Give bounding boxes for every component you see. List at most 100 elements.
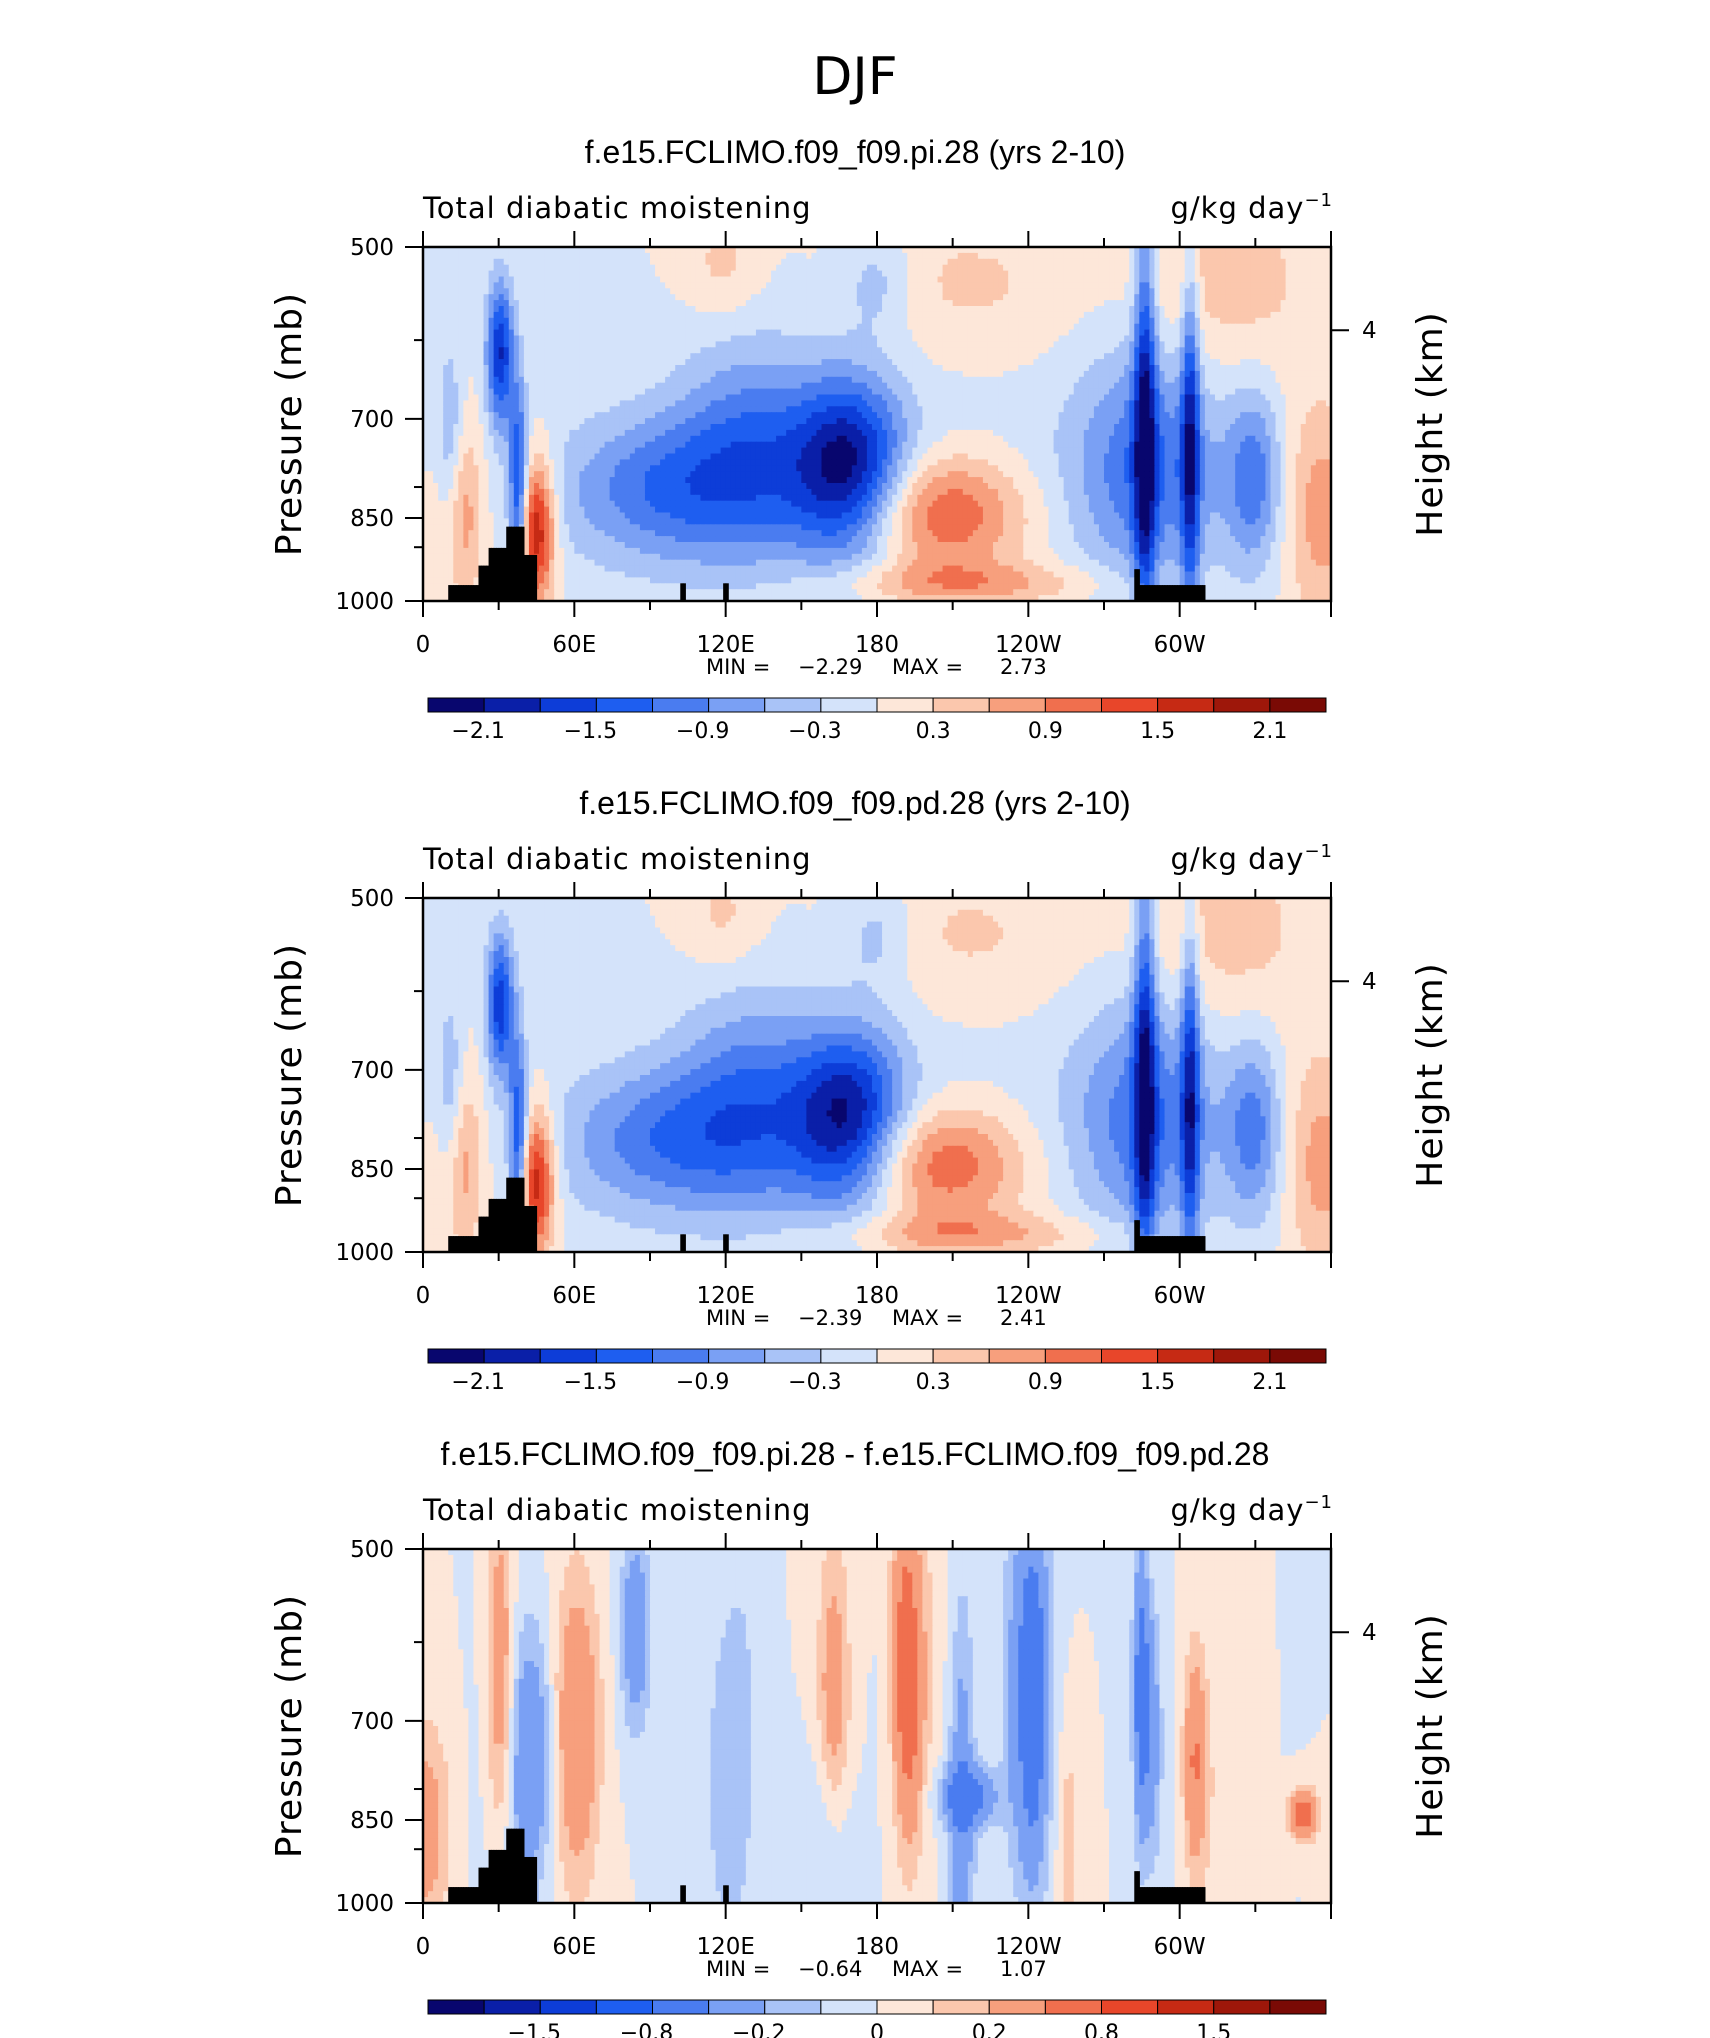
field-cell	[942, 329, 949, 337]
field-cell	[866, 335, 873, 342]
field-cell	[1048, 247, 1055, 254]
field-cell	[877, 323, 883, 331]
field-cell	[1033, 376, 1040, 384]
field-cell	[629, 406, 636, 413]
field-cell	[433, 264, 439, 272]
field-cell	[544, 341, 550, 348]
field-cell	[760, 365, 767, 372]
field-cell	[1038, 341, 1045, 348]
field-cell	[1053, 288, 1060, 295]
field-cell	[1164, 323, 1171, 331]
field-cell	[629, 288, 636, 295]
field-cell	[655, 276, 661, 283]
field-cell	[1134, 311, 1140, 319]
field-cell	[1270, 353, 1277, 360]
field-cell	[1124, 394, 1130, 401]
field-cell	[1260, 400, 1267, 407]
field-cell	[1114, 347, 1120, 354]
field-cell	[1189, 335, 1196, 342]
field-cell	[826, 376, 833, 384]
field-cell	[428, 394, 434, 401]
field-cell	[1104, 347, 1110, 354]
field-cell	[665, 376, 671, 384]
field-cell	[579, 317, 586, 325]
field-cell	[856, 359, 863, 366]
field-cell	[806, 335, 813, 342]
field-cell	[690, 400, 696, 407]
field-cell	[715, 270, 722, 278]
field-cell	[846, 335, 853, 342]
field-cell	[1073, 329, 1080, 337]
field-cell	[1013, 317, 1019, 325]
field-cell	[998, 300, 1004, 307]
field-cell	[473, 323, 480, 331]
field-cell	[1204, 264, 1211, 272]
field-cell	[826, 335, 833, 342]
field-cell	[1199, 329, 1206, 337]
field-cell	[730, 288, 737, 295]
field-cell	[513, 252, 520, 260]
field-cell	[821, 359, 828, 366]
field-cell	[468, 359, 475, 366]
field-cell	[962, 276, 969, 283]
field-cell	[730, 306, 737, 313]
field-cell	[942, 353, 949, 360]
field-cell	[1265, 400, 1272, 407]
field-cell	[1174, 282, 1181, 289]
field-cell	[670, 359, 676, 366]
field-cell	[781, 247, 787, 254]
field-cell	[821, 276, 828, 283]
field-cell	[438, 406, 444, 413]
field-cell	[1043, 276, 1050, 283]
field-cell	[660, 247, 666, 254]
field-cell	[1240, 400, 1246, 407]
field-cell	[811, 347, 818, 354]
field-cell	[720, 276, 727, 283]
field-cell	[892, 353, 898, 360]
field-cell	[1028, 282, 1034, 289]
field-cell	[998, 306, 1004, 313]
field-cell	[776, 394, 782, 401]
field-cell	[1270, 311, 1277, 319]
field-cell	[816, 282, 823, 289]
field-cell	[806, 370, 813, 378]
field-cell	[1068, 317, 1075, 325]
field-cell	[1179, 359, 1186, 366]
field-cell	[730, 294, 737, 301]
field-cell	[448, 300, 454, 307]
field-cell	[771, 359, 777, 366]
field-cell	[463, 258, 469, 266]
field-cell	[428, 359, 434, 366]
field-cell	[463, 288, 469, 295]
field-cell	[816, 294, 823, 301]
field-cell	[528, 394, 535, 401]
field-cell	[1043, 282, 1050, 289]
field-cell	[1149, 258, 1156, 266]
field-cell	[755, 347, 762, 354]
field-cell	[1038, 311, 1045, 319]
field-cell	[1063, 311, 1070, 319]
field-cell	[1174, 382, 1181, 390]
field-cell	[861, 306, 868, 313]
field-cell	[1255, 394, 1261, 401]
field-cell	[680, 406, 686, 413]
field-cell	[1260, 341, 1267, 348]
field-cell	[1083, 382, 1090, 390]
field-cell	[523, 247, 530, 254]
field-cell	[1285, 264, 1292, 272]
field-cell	[498, 323, 505, 331]
field-cell	[1104, 276, 1110, 283]
field-cell	[680, 370, 686, 378]
field-cell	[533, 370, 540, 378]
field-cell	[922, 370, 929, 378]
field-cell	[816, 270, 823, 278]
field-cell	[1280, 323, 1287, 331]
field-cell	[801, 335, 807, 342]
field-cell	[1038, 406, 1045, 413]
field-cell	[559, 276, 565, 283]
field-cell	[1083, 394, 1090, 401]
field-cell	[932, 335, 939, 342]
field-cell	[624, 365, 631, 372]
field-cell	[1068, 311, 1075, 319]
field-cell	[942, 370, 949, 378]
